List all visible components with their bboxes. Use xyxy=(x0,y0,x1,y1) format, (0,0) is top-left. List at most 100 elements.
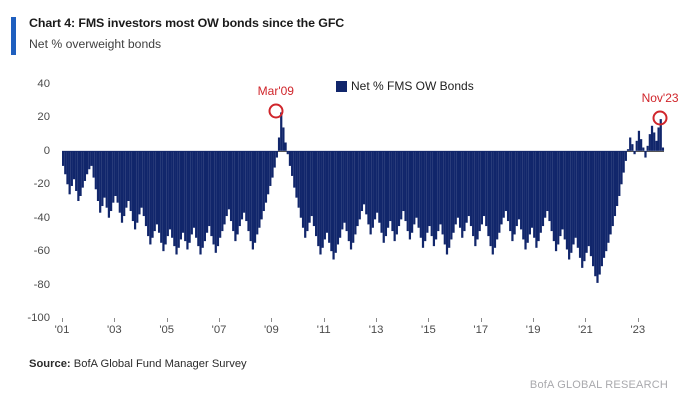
bar xyxy=(181,150,185,233)
bar xyxy=(330,150,333,252)
bar xyxy=(369,150,372,235)
bar xyxy=(275,150,278,158)
bar xyxy=(234,150,237,242)
bar xyxy=(380,150,383,233)
bar xyxy=(238,150,241,227)
bar xyxy=(90,150,93,166)
bar xyxy=(192,150,196,228)
bar xyxy=(142,150,145,217)
bar xyxy=(247,150,250,232)
bar xyxy=(147,150,150,237)
bar xyxy=(256,150,259,235)
bar xyxy=(635,140,638,151)
bar xyxy=(419,150,422,238)
bar xyxy=(354,150,357,235)
bar xyxy=(524,150,527,250)
bar xyxy=(83,150,87,181)
bar xyxy=(205,150,209,233)
bar xyxy=(441,150,444,235)
bar xyxy=(452,150,455,233)
source-note: Source: BofA Global Fund Manager Survey xyxy=(29,358,247,370)
bar xyxy=(515,150,518,227)
bar xyxy=(402,150,405,212)
bar xyxy=(264,150,268,203)
bar xyxy=(434,150,438,240)
bar xyxy=(271,150,274,178)
bar xyxy=(482,150,486,217)
bar xyxy=(500,150,503,225)
bar xyxy=(253,150,257,243)
brand-footer: BofA GLOBAL RESEARCH xyxy=(529,379,668,391)
bar xyxy=(596,150,599,283)
bar xyxy=(539,150,542,233)
bar xyxy=(546,150,549,212)
bar xyxy=(323,150,326,240)
bar xyxy=(164,150,167,245)
bar xyxy=(306,150,309,232)
bar xyxy=(328,150,331,243)
bar xyxy=(236,150,239,235)
bar xyxy=(552,150,555,242)
bar xyxy=(299,150,302,218)
bar xyxy=(293,150,296,188)
bar xyxy=(223,150,226,225)
bar xyxy=(312,150,316,227)
bar xyxy=(437,150,440,232)
bar xyxy=(465,150,468,223)
bar xyxy=(568,150,571,260)
bar xyxy=(212,150,215,245)
bar xyxy=(659,119,662,151)
bar xyxy=(578,150,582,258)
bar xyxy=(334,150,337,253)
bar xyxy=(620,150,623,185)
bar xyxy=(537,150,540,242)
bar xyxy=(640,139,643,151)
bar xyxy=(349,150,353,250)
bar xyxy=(136,150,139,223)
bar xyxy=(378,150,381,223)
bar xyxy=(443,150,446,245)
bar xyxy=(214,150,217,253)
bar xyxy=(240,150,244,220)
bar xyxy=(544,150,547,218)
bar xyxy=(195,150,198,238)
bar xyxy=(249,150,252,242)
bar xyxy=(109,150,113,212)
bar xyxy=(585,150,588,253)
bar xyxy=(315,150,318,237)
chart-subtitle: Net % overweight bonds xyxy=(29,37,162,51)
x-axis-tick-mark xyxy=(428,318,430,322)
bar xyxy=(308,150,311,223)
bar xyxy=(184,150,187,242)
bar xyxy=(201,150,204,248)
bar xyxy=(535,150,538,248)
bar xyxy=(557,150,560,245)
bar xyxy=(291,150,294,176)
bar xyxy=(498,150,501,233)
bar xyxy=(476,150,479,240)
bar xyxy=(179,150,182,240)
bar xyxy=(301,150,305,228)
bar xyxy=(605,150,608,252)
bar xyxy=(173,150,176,247)
bar xyxy=(404,150,407,222)
bar xyxy=(101,150,104,207)
bar xyxy=(105,150,108,208)
bar xyxy=(554,150,558,252)
bar xyxy=(653,132,656,151)
bar xyxy=(480,150,483,225)
bar xyxy=(295,150,298,198)
bar xyxy=(548,150,551,222)
bar xyxy=(68,150,71,195)
bar xyxy=(127,150,130,201)
bar xyxy=(66,150,69,185)
bar xyxy=(561,150,564,230)
x-axis-tick-mark xyxy=(533,318,535,322)
source-label: Source: xyxy=(29,358,71,370)
bar xyxy=(345,150,348,232)
bar xyxy=(607,150,610,243)
y-axis-tick-label: 40 xyxy=(37,78,50,90)
bar xyxy=(397,150,401,227)
